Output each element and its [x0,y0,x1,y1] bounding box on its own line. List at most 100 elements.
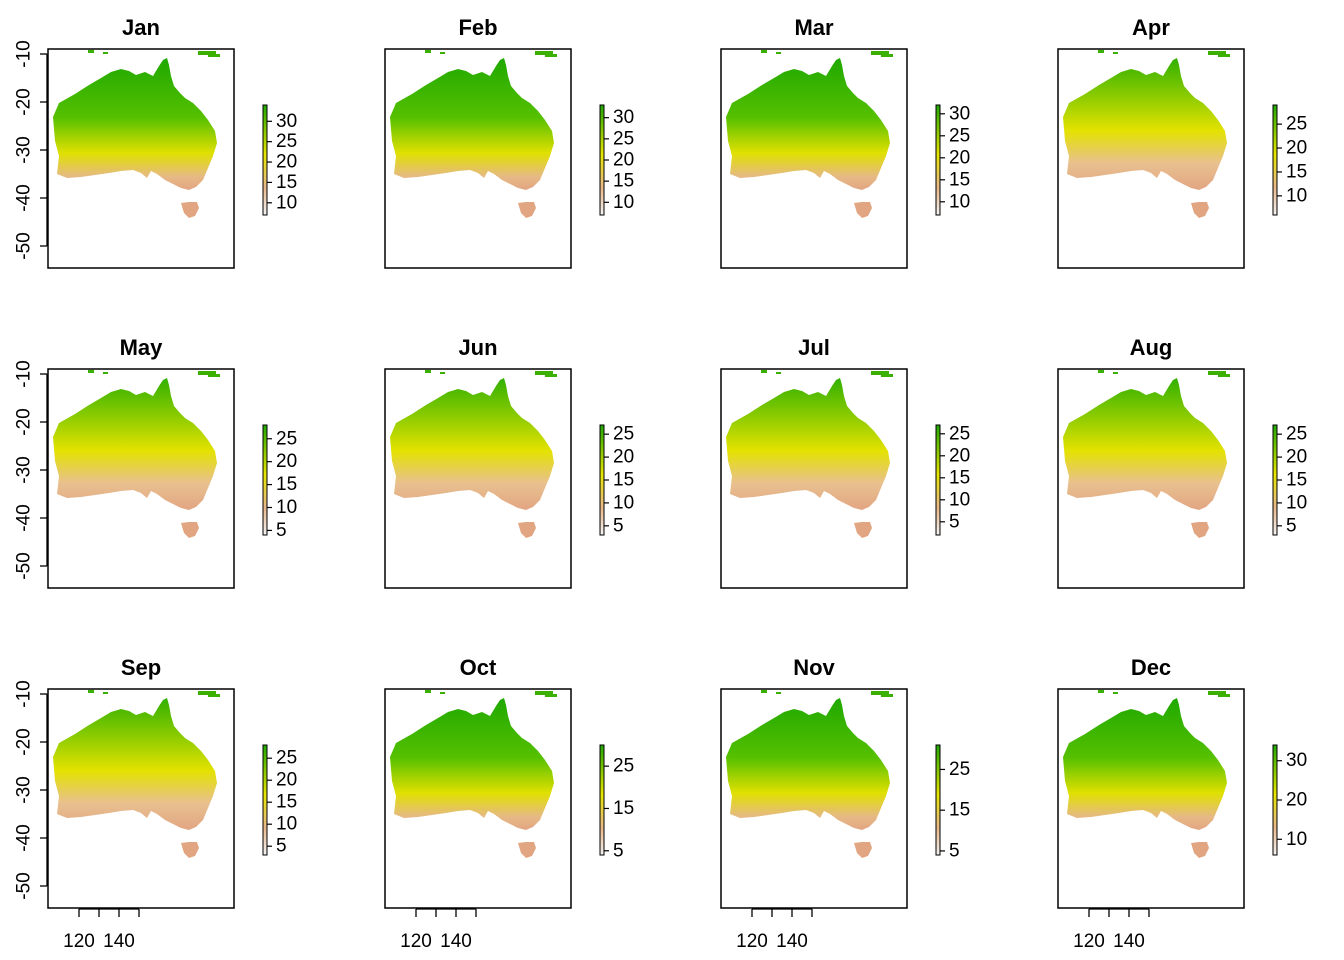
continent-raster [390,698,554,858]
legend-tick-label: 20 [949,147,970,168]
legend-bar [935,744,941,856]
x-axis: 120 140 [63,908,140,952]
legend-tick-label: 5 [949,840,960,861]
y-tick-label: -10 [14,40,35,67]
continent-raster [53,58,217,218]
plot-frame [720,688,908,909]
plot-frame [720,368,908,589]
legend-bar [599,744,605,856]
plot-frame [47,48,235,269]
legend-bar [1272,424,1278,536]
legend-tick-label: 20 [276,451,297,472]
legend-bar [262,424,268,536]
legend-bar [599,424,605,536]
plot-frame [384,48,572,269]
panel-title: Nov [793,655,835,680]
island-raster [88,50,220,57]
island-raster [88,370,220,377]
legend-tick-label: 30 [613,107,634,128]
y-axis: -10 -20 -30 -40 -50 [14,40,48,260]
legend-tick-label: 25 [613,756,634,777]
legend-tick-label: 20 [1286,447,1307,468]
continent-raster [390,58,554,218]
legend-tick-label: 5 [949,511,960,532]
legend-tick-label: 15 [949,169,970,190]
continent-raster [1063,378,1227,538]
island-raster [425,370,557,377]
island-raster [761,690,893,697]
legend-tick-label: 10 [276,814,297,835]
y-tick-label: -20 [14,408,35,435]
panel-title: Jun [458,335,497,360]
continent-raster [726,378,890,538]
plot-frame [47,688,235,909]
y-tick-label: -10 [14,680,35,707]
island-raster [1098,370,1230,377]
y-tick-label: -40 [14,824,35,851]
y-tick-label: -30 [14,136,35,163]
plot-frame [1057,368,1245,589]
legend-tick-label: 25 [949,759,970,780]
legend-tick-label: 15 [276,474,297,495]
legend-tick-label: 10 [949,191,970,212]
y-tick-label: -30 [14,456,35,483]
legend-tick-label: 10 [613,192,634,213]
island-raster [1098,50,1230,57]
legend-tick-label: 20 [276,152,297,173]
panel-title: Jan [122,15,160,40]
x-tick-label: 140 [1113,931,1145,952]
y-tick-label: -40 [14,184,35,211]
plot-frame [47,368,235,589]
plot-frame [384,688,572,909]
legend-tick-label: 10 [276,497,297,518]
x-axis: 120 140 [736,908,813,952]
y-tick-label: -50 [14,552,35,579]
legend-tick-label: 25 [276,748,297,769]
x-tick-label: 140 [440,931,472,952]
legend-tick-label: 10 [949,489,970,510]
y-axis: -10 -20 -30 -40 -50 [14,360,48,580]
plot-frame [720,48,908,269]
map-panel-nov: Nov 120 140 25 15 5 [720,655,970,952]
island-raster [761,370,893,377]
island-raster [425,50,557,57]
legend-tick-label: 5 [276,836,287,857]
legend-tick-label: 30 [949,103,970,124]
legend-tick-label: 20 [276,770,297,791]
legend-tick-label: 15 [1286,470,1307,491]
legend-tick-label: 10 [1286,185,1307,206]
panel-title: Oct [460,655,497,680]
panel-title: Feb [458,15,497,40]
continent-raster [53,378,217,538]
y-tick-label: -40 [14,504,35,531]
legend-bar [1272,744,1278,856]
x-axis: 120 140 [400,908,477,952]
panel-title: Aug [1130,335,1173,360]
island-raster [88,690,220,697]
legend-bar [262,104,268,216]
y-tick-label: -50 [14,232,35,259]
y-tick-label: -20 [14,728,35,755]
island-raster [425,690,557,697]
legend-colorbar: 25 15 5 [935,744,970,861]
legend-tick-label: 5 [613,840,624,861]
x-tick-label: 120 [400,931,432,952]
legend-bar [935,424,941,536]
panel-title: Dec [1131,655,1171,680]
legend-tick-label: 30 [276,111,297,132]
plot-frame [1057,688,1245,909]
panel-title: Mar [794,15,834,40]
y-tick-label: -20 [14,88,35,115]
legend-tick-label: 15 [613,171,634,192]
legend-tick-label: 20 [613,447,634,468]
